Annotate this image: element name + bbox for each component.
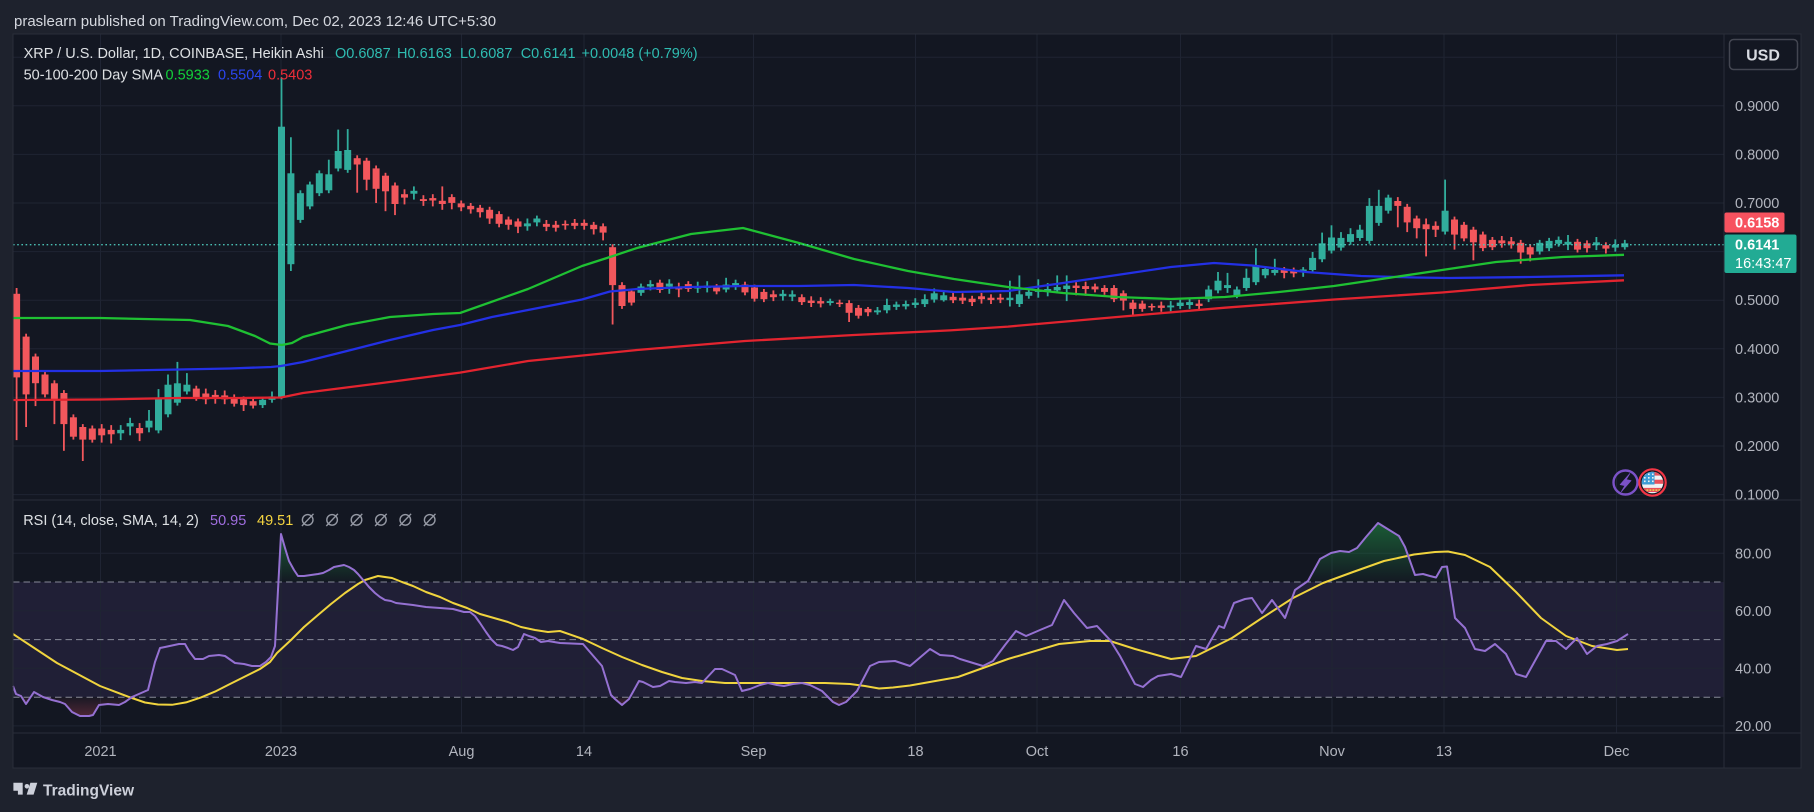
svg-text:Dec: Dec [1604, 744, 1630, 760]
svg-text:0.5933: 0.5933 [166, 68, 210, 84]
svg-text:14: 14 [576, 744, 592, 760]
svg-text:2021: 2021 [84, 744, 116, 760]
svg-text:2023: 2023 [265, 744, 297, 760]
svg-text:50.95: 50.95 [210, 513, 246, 529]
svg-text:0.6141: 0.6141 [1735, 238, 1779, 254]
svg-text:0.8000: 0.8000 [1735, 147, 1779, 163]
svg-text:49.51: 49.51 [257, 513, 293, 529]
svg-text:20.00: 20.00 [1735, 719, 1771, 735]
svg-text:Sep: Sep [741, 744, 767, 760]
svg-text:0.7000: 0.7000 [1735, 196, 1779, 212]
svg-text:Aug: Aug [449, 744, 475, 760]
svg-text:0.5403: 0.5403 [268, 68, 312, 84]
svg-text:0.5504: 0.5504 [218, 68, 262, 84]
svg-text:0.4000: 0.4000 [1735, 342, 1779, 358]
svg-text:L0.6087: L0.6087 [460, 46, 512, 62]
svg-text:0.9000: 0.9000 [1735, 99, 1779, 115]
svg-text:+0.0048 (+0.79%): +0.0048 (+0.79%) [582, 46, 698, 62]
svg-text:0.6158: 0.6158 [1735, 216, 1779, 232]
svg-text:USD: USD [1746, 48, 1780, 65]
svg-text:C0.6141: C0.6141 [521, 46, 576, 62]
svg-text:0.1000: 0.1000 [1735, 488, 1779, 504]
svg-text:60.00: 60.00 [1735, 604, 1771, 620]
svg-text:40.00: 40.00 [1735, 661, 1771, 677]
svg-text:16: 16 [1172, 744, 1188, 760]
svg-text:RSI (14, close, SMA, 14, 2): RSI (14, close, SMA, 14, 2) [23, 513, 199, 529]
svg-text:18: 18 [907, 744, 923, 760]
svg-text:16:43:47: 16:43:47 [1735, 256, 1791, 272]
svg-text:TradingView: TradingView [43, 783, 135, 800]
svg-text:O0.6087: O0.6087 [335, 46, 391, 62]
svg-text:80.00: 80.00 [1735, 546, 1771, 562]
svg-text:Nov: Nov [1319, 744, 1346, 760]
svg-text:0.3000: 0.3000 [1735, 390, 1779, 406]
svg-text:praslearn published on Trading: praslearn published on TradingView.com, … [14, 13, 496, 30]
svg-text:0.5000: 0.5000 [1735, 293, 1779, 309]
svg-text:50-100-200 Day SMA: 50-100-200 Day SMA [24, 68, 164, 84]
svg-text:H0.6163: H0.6163 [397, 46, 452, 62]
svg-text:0.2000: 0.2000 [1735, 439, 1779, 455]
svg-text:XRP / U.S. Dollar, 1D, COINBAS: XRP / U.S. Dollar, 1D, COINBASE, Heikin … [24, 46, 324, 62]
svg-text:Oct: Oct [1026, 744, 1049, 760]
svg-text:13: 13 [1436, 744, 1452, 760]
